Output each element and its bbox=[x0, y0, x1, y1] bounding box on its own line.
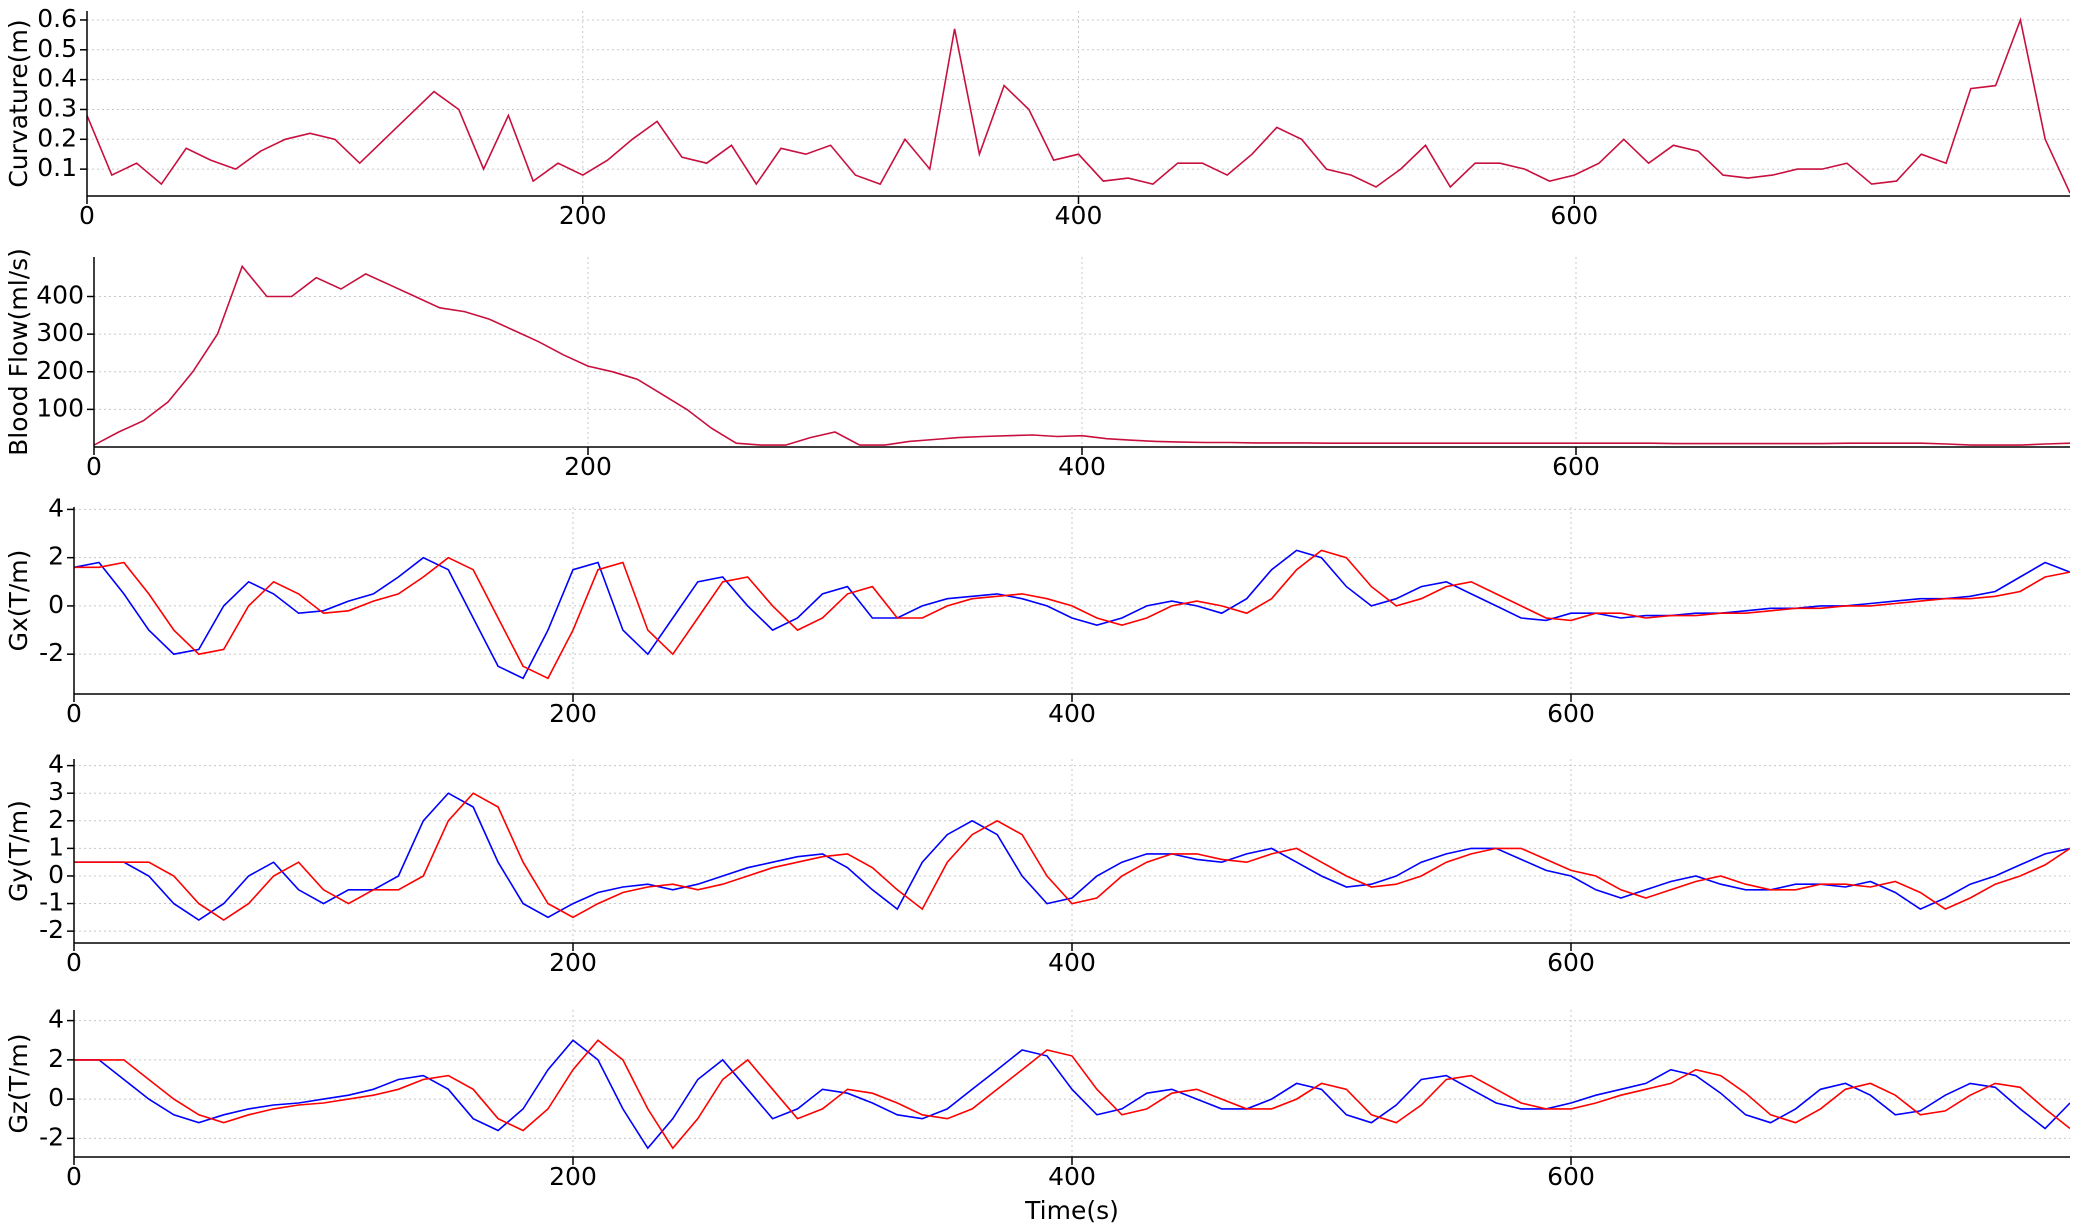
y-tick-label: 0 bbox=[48, 1083, 64, 1112]
y-tick-label: 0 bbox=[48, 590, 64, 619]
y-tick-label: -2 bbox=[39, 638, 64, 667]
series-line bbox=[87, 17, 2070, 194]
y-tick-label: 4 bbox=[48, 750, 64, 779]
y-tick-label: 4 bbox=[48, 493, 64, 522]
y-axis-label: Blood Flow(ml/s) bbox=[4, 248, 33, 456]
x-tick-label: 600 bbox=[1547, 1162, 1595, 1191]
y-tick-label: -1 bbox=[39, 888, 64, 917]
y-tick-label: 2 bbox=[48, 805, 64, 834]
series-line bbox=[74, 549, 2070, 680]
x-tick-label: 400 bbox=[1048, 948, 1096, 977]
x-tick-label: 200 bbox=[549, 1162, 597, 1191]
y-tick-label: -2 bbox=[39, 915, 64, 944]
y-tick-label: 1 bbox=[48, 832, 64, 861]
x-tick-label: 400 bbox=[1048, 699, 1096, 728]
series-line bbox=[74, 1039, 2070, 1150]
y-tick-label: 300 bbox=[36, 318, 84, 347]
y-tick-label: 0.6 bbox=[37, 4, 77, 33]
y-tick-label: 100 bbox=[36, 393, 84, 422]
x-tick-label: 600 bbox=[1552, 452, 1600, 481]
y-tick-label: 200 bbox=[36, 356, 84, 385]
x-axis-label: Time(s) bbox=[1024, 1196, 1119, 1225]
x-tick-label: 0 bbox=[86, 452, 102, 481]
y-tick-label: 4 bbox=[48, 1005, 64, 1034]
x-tick-label: 0 bbox=[66, 948, 82, 977]
y-tick-label: 0.5 bbox=[37, 34, 77, 63]
series-line bbox=[74, 792, 2070, 922]
y-tick-label: 3 bbox=[48, 777, 64, 806]
y-tick-label: 0.3 bbox=[37, 93, 77, 122]
x-tick-label: 0 bbox=[66, 699, 82, 728]
x-tick-label: 400 bbox=[1048, 1162, 1096, 1191]
x-tick-label: 400 bbox=[1058, 452, 1106, 481]
x-tick-label: 400 bbox=[1055, 201, 1103, 230]
series-line bbox=[74, 1039, 2070, 1150]
y-tick-label: 0.4 bbox=[37, 64, 77, 93]
x-tick-label: 200 bbox=[549, 948, 597, 977]
x-tick-label: 200 bbox=[559, 201, 607, 230]
series-line bbox=[94, 264, 2070, 446]
x-tick-label: 600 bbox=[1550, 201, 1598, 230]
y-axis-label: Gy(T/m) bbox=[4, 800, 33, 902]
y-tick-label: 0.2 bbox=[37, 123, 77, 152]
x-tick-label: 0 bbox=[66, 1162, 82, 1191]
x-tick-label: 200 bbox=[549, 699, 597, 728]
series-line bbox=[74, 792, 2070, 922]
series-line bbox=[74, 549, 2070, 680]
y-tick-label: 2 bbox=[48, 542, 64, 571]
x-tick-label: 600 bbox=[1547, 948, 1595, 977]
y-tick-label: 2 bbox=[48, 1044, 64, 1073]
y-axis-label: Curvature(m) bbox=[4, 19, 33, 187]
x-tick-label: 600 bbox=[1547, 699, 1595, 728]
y-tick-label: 0 bbox=[48, 860, 64, 889]
y-tick-label: 400 bbox=[36, 281, 84, 310]
y-axis-label: Gz(T/m) bbox=[4, 1033, 33, 1133]
x-tick-label: 0 bbox=[79, 201, 95, 230]
y-tick-label: -2 bbox=[39, 1122, 64, 1151]
y-axis-label: Gx(T/m) bbox=[4, 550, 33, 652]
y-tick-label: 0.1 bbox=[37, 153, 77, 182]
x-tick-label: 200 bbox=[564, 452, 612, 481]
